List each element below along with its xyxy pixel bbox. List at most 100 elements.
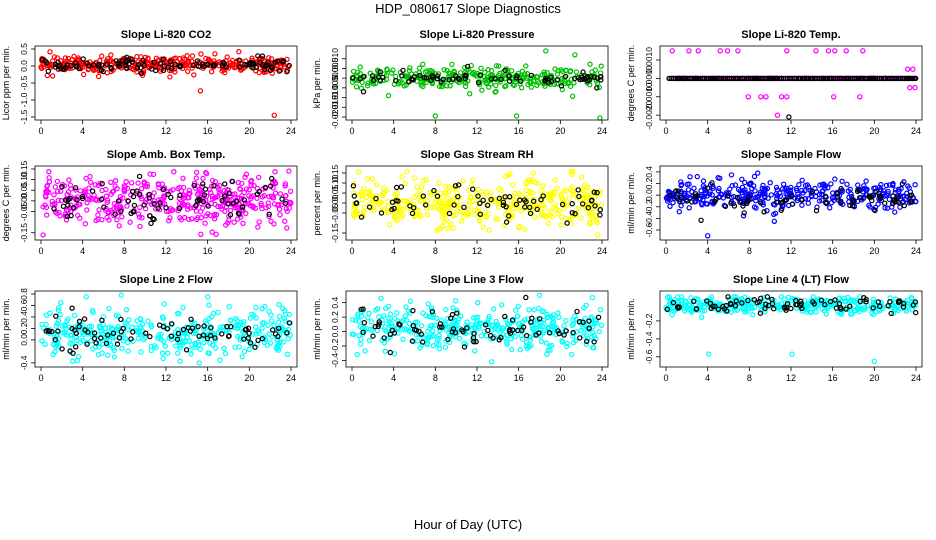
- data-point: [809, 188, 816, 194]
- data-point: [705, 233, 711, 239]
- data-point: [732, 303, 739, 309]
- data-point: [190, 62, 196, 69]
- data-point: [500, 199, 507, 206]
- x-tick-label: 8: [122, 373, 127, 383]
- data-point: [744, 200, 750, 206]
- data-point: [485, 202, 491, 208]
- data-point: [768, 192, 775, 198]
- data-point: [211, 62, 217, 69]
- data-point: [244, 62, 250, 68]
- data-point: [368, 319, 375, 325]
- data-point: [286, 320, 293, 326]
- data-point: [547, 197, 553, 204]
- data-point: [104, 352, 111, 358]
- data-point: [118, 208, 124, 215]
- data-point: [558, 222, 565, 228]
- data-point: [594, 85, 600, 91]
- data-point: [354, 351, 360, 358]
- data-point: [710, 303, 716, 309]
- data-point: [248, 182, 254, 188]
- data-point: [378, 295, 384, 301]
- data-point: [418, 82, 424, 88]
- data-point: [802, 188, 808, 194]
- data-point: [411, 175, 418, 181]
- data-point: [105, 209, 112, 215]
- data-point: [584, 194, 590, 200]
- data-point: [687, 174, 693, 180]
- data-point: [147, 333, 153, 340]
- data-point: [53, 323, 59, 329]
- data-point: [908, 192, 915, 198]
- data-point: [686, 48, 692, 54]
- data-point: [281, 315, 288, 322]
- data-point: [198, 214, 204, 221]
- data-point: [232, 64, 238, 70]
- data-point: [243, 326, 249, 332]
- data-point: [745, 297, 751, 304]
- data-point: [129, 56, 135, 63]
- data-point: [191, 182, 197, 189]
- data-point: [227, 207, 234, 214]
- data-point: [483, 189, 490, 195]
- data-point: [869, 310, 875, 317]
- data-point: [262, 184, 269, 191]
- data-point: [442, 189, 448, 196]
- data-point: [51, 206, 57, 212]
- data-point: [406, 78, 412, 85]
- data-point: [597, 307, 604, 313]
- data-point: [200, 326, 207, 332]
- data-point: [67, 341, 73, 347]
- data-point: [93, 196, 100, 202]
- y-tick-label: -0.4: [19, 355, 29, 370]
- data-point: [597, 206, 604, 213]
- x-tick-label: 16: [514, 373, 524, 383]
- data-point: [112, 211, 118, 217]
- data-point: [403, 82, 409, 88]
- data-point: [406, 67, 413, 74]
- data-point: [586, 210, 593, 216]
- data-point: [232, 191, 238, 197]
- data-point: [462, 75, 468, 82]
- data-point: [54, 342, 60, 348]
- data-point: [62, 329, 68, 335]
- data-point: [470, 177, 476, 183]
- data-point: [89, 188, 96, 194]
- data-point: [849, 311, 855, 317]
- panel-2: Slope Li-820 Pressure kPa per min. 0 4 8 12 16…: [312, 29, 609, 136]
- data-point: [749, 305, 755, 311]
- panel-4: Slope Amb. Box Temp. degrees C per min. 0 4…: [1, 149, 298, 256]
- data-point: [695, 48, 702, 54]
- series-2: [43, 305, 293, 356]
- data-point: [150, 171, 157, 178]
- data-point: [502, 67, 508, 74]
- data-point: [522, 204, 528, 210]
- data-point: [536, 292, 543, 299]
- x-tick-label: 4: [705, 373, 710, 383]
- data-point: [402, 180, 408, 187]
- data-point: [213, 231, 219, 237]
- data-point: [125, 348, 131, 354]
- data-point: [215, 309, 221, 316]
- data-point: [735, 48, 741, 54]
- data-point: [496, 195, 502, 202]
- data-point: [44, 212, 50, 218]
- data-point: [465, 212, 471, 219]
- y-axis-label: ml/min per min.: [626, 298, 636, 360]
- data-point: [540, 183, 547, 189]
- data-point: [888, 310, 894, 317]
- data-point: [897, 204, 903, 210]
- data-point: [589, 321, 595, 327]
- data-point: [374, 181, 380, 188]
- data-point: [496, 204, 502, 210]
- x-tick-label: 24: [286, 126, 296, 136]
- data-point: [531, 332, 537, 338]
- data-point: [892, 209, 898, 215]
- data-point: [531, 78, 537, 84]
- data-point: [385, 204, 391, 210]
- data-point: [905, 183, 911, 189]
- data-point: [531, 307, 537, 313]
- data-point: [209, 193, 215, 199]
- data-point: [409, 338, 416, 344]
- data-point: [563, 188, 570, 194]
- data-point: [241, 348, 248, 355]
